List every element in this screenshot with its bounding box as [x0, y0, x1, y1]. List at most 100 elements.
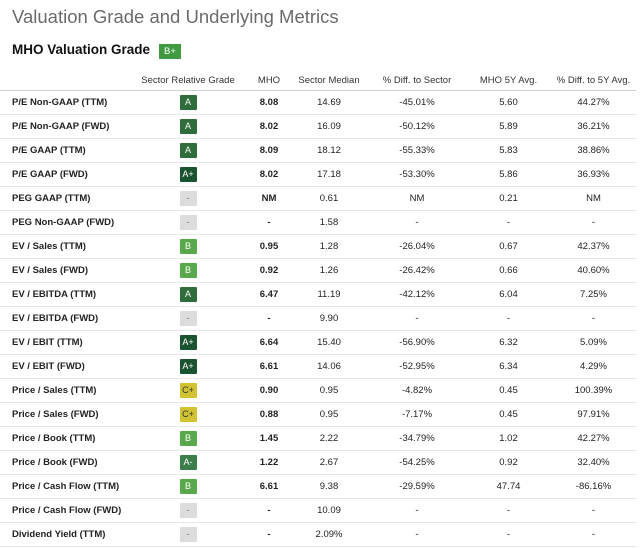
diff-to-sector-value: -4.82% — [368, 378, 466, 403]
diff-to-5y-avg-value: 97.91% — [551, 402, 636, 427]
mho-value: 6.47 — [248, 282, 290, 307]
table-row: EV / Sales (TTM) B 0.95 1.28 -26.04% 0.67 42.3… — [0, 234, 636, 259]
diff-to-5y-avg-value: 42.37% — [551, 234, 636, 259]
page-title: Valuation Grade and Underlying Metrics — [12, 6, 339, 27]
mho-value: 0.95 — [248, 234, 290, 259]
grade-badge: B — [179, 479, 197, 494]
mho-5y-avg-value: 6.32 — [466, 330, 551, 355]
metric-label: Dividend Yield (TTM) — [0, 522, 128, 547]
sector-median-value: 17.18 — [290, 162, 368, 187]
grade-badge: A+ — [179, 167, 197, 182]
column-header-sector-median[interactable]: Sector Median — [290, 70, 368, 91]
sector-grade-cell: B — [128, 426, 248, 451]
mho-5y-avg-value: 6.04 — [466, 282, 551, 307]
sector-median-value: 1.58 — [290, 210, 368, 235]
metric-label: Price / Book (TTM) — [0, 426, 128, 451]
metric-label: PEG GAAP (TTM) — [0, 186, 128, 211]
sector-grade-cell: A- — [128, 450, 248, 475]
column-header-5y-avg[interactable]: MHO 5Y Avg. — [466, 70, 551, 91]
mho-value: 6.61 — [248, 474, 290, 499]
mho-5y-avg-value: 0.21 — [466, 186, 551, 211]
mho-value: 6.61 — [248, 354, 290, 379]
mho-value: 8.08 — [248, 90, 290, 115]
mho-value: 0.88 — [248, 402, 290, 427]
sector-median-value: 2.67 — [290, 450, 368, 475]
grade-badge: - — [179, 311, 197, 326]
sector-median-value: 14.06 — [290, 354, 368, 379]
table-row: Price / Book (FWD) A- 1.22 2.67 -54.25% 0.92 3… — [0, 450, 636, 475]
diff-to-5y-avg-value: - — [551, 498, 636, 523]
diff-to-sector-value: -45.01% — [368, 90, 466, 115]
metric-label: Price / Cash Flow (FWD) — [0, 498, 128, 523]
grade-badge: A — [179, 143, 197, 158]
metric-label: Price / Sales (FWD) — [0, 402, 128, 427]
diff-to-5y-avg-value: 100.39% — [551, 378, 636, 403]
metric-label: EV / Sales (TTM) — [0, 234, 128, 259]
diff-to-5y-avg-value: NM — [551, 186, 636, 211]
mho-5y-avg-value: 5.86 — [466, 162, 551, 187]
diff-to-sector-value: -54.25% — [368, 450, 466, 475]
diff-to-5y-avg-value: 4.29% — [551, 354, 636, 379]
diff-to-sector-value: -42.12% — [368, 282, 466, 307]
sector-median-value: 0.61 — [290, 186, 368, 211]
sector-grade-cell: - — [128, 186, 248, 211]
mho-5y-avg-value: - — [466, 498, 551, 523]
sector-grade-cell: A — [128, 138, 248, 163]
sector-median-value: 14.69 — [290, 90, 368, 115]
overall-grade-badge: B+ — [159, 44, 181, 59]
diff-to-5y-avg-value: - — [551, 522, 636, 547]
table-row: P/E GAAP (FWD) A+ 8.02 17.18 -53.30% 5.86 36.9… — [0, 162, 636, 187]
grade-badge: A+ — [179, 335, 197, 350]
sector-grade-cell: - — [128, 306, 248, 331]
diff-to-5y-avg-value: 38.86% — [551, 138, 636, 163]
table-row: Price / Cash Flow (FWD) - -10.09- - - — [0, 498, 636, 523]
diff-to-sector-value: -26.42% — [368, 258, 466, 283]
sector-grade-cell: B — [128, 474, 248, 499]
grade-badge: - — [179, 503, 197, 518]
grade-badge: - — [179, 215, 197, 230]
diff-to-sector-value: -55.33% — [368, 138, 466, 163]
diff-to-sector-value: - — [368, 210, 466, 235]
column-header-diff-5y[interactable]: % Diff. to 5Y Avg. — [551, 70, 636, 91]
grade-badge: C+ — [179, 407, 197, 422]
table-row: P/E Non-GAAP (FWD) A 8.02 16.09 -50.12% 5.89 3… — [0, 114, 636, 139]
diff-to-sector-value: -53.30% — [368, 162, 466, 187]
sector-median-value: 2.09% — [290, 522, 368, 547]
diff-to-sector-value: - — [368, 522, 466, 547]
column-header-diff-sector[interactable]: % Diff. to Sector — [368, 70, 466, 91]
diff-to-sector-value: -52.95% — [368, 354, 466, 379]
mho-5y-avg-value: 0.92 — [466, 450, 551, 475]
metric-label: Price / Cash Flow (TTM) — [0, 474, 128, 499]
mho-5y-avg-value: 0.45 — [466, 402, 551, 427]
mho-5y-avg-value: 47.74 — [466, 474, 551, 499]
mho-value: - — [248, 522, 290, 547]
grade-badge: A — [179, 119, 197, 134]
diff-to-sector-value: - — [368, 306, 466, 331]
column-header-sector-grade[interactable]: Sector Relative Grade — [128, 70, 248, 91]
sector-median-value: 11.19 — [290, 282, 368, 307]
mho-value: - — [248, 306, 290, 331]
mho-value: 6.64 — [248, 330, 290, 355]
valuation-metrics-table: Sector Relative Grade MHO Sector Median … — [0, 70, 636, 547]
diff-to-sector-value: NM — [368, 186, 466, 211]
diff-to-sector-value: -29.59% — [368, 474, 466, 499]
mho-5y-avg-value: 5.60 — [466, 90, 551, 115]
sector-grade-cell: A — [128, 114, 248, 139]
metric-label: Price / Sales (TTM) — [0, 378, 128, 403]
table-row: Price / Cash Flow (TTM) B 6.61 9.38 -29.59% 4… — [0, 474, 636, 499]
table-row: EV / EBIT (TTM) A+ 6.64 15.40 -56.90% 6.32 5.0… — [0, 330, 636, 355]
table-row: P/E Non-GAAP (TTM) A 8.08 14.69 -45.01% 5.60 4… — [0, 90, 636, 115]
grade-badge: - — [179, 191, 197, 206]
table-row: Dividend Yield (TTM) - -2.09% - - - — [0, 522, 636, 547]
mho-value: 8.02 — [248, 114, 290, 139]
sector-median-value: 0.95 — [290, 378, 368, 403]
table-row: EV / Sales (FWD) B 0.92 1.26 -26.42% 0.66 40.6… — [0, 258, 636, 283]
metric-label: EV / EBITDA (TTM) — [0, 282, 128, 307]
mho-value: 1.45 — [248, 426, 290, 451]
metric-label: P/E GAAP (TTM) — [0, 138, 128, 163]
table-row: PEG Non-GAAP (FWD) - -1.58- - - — [0, 210, 636, 235]
table-row: Price / Sales (TTM) C+ 0.90 0.95 -4.82% 0.45 1… — [0, 378, 636, 403]
mho-value: - — [248, 498, 290, 523]
column-header-mho[interactable]: MHO — [248, 70, 290, 91]
sector-median-value: 16.09 — [290, 114, 368, 139]
